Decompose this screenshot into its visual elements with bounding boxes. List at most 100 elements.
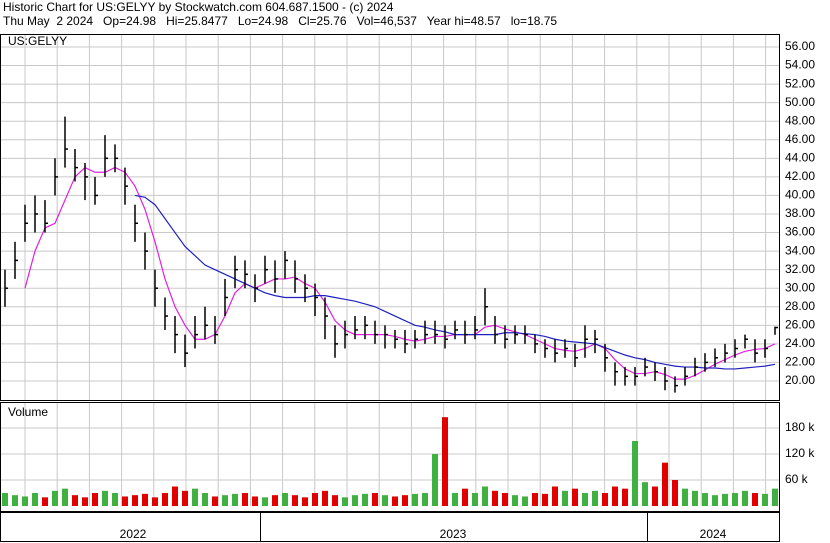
volume-bar — [52, 490, 58, 506]
volume-bar — [292, 495, 298, 506]
volume-bar — [482, 486, 488, 506]
volume-bar — [242, 493, 248, 506]
volume-bar — [232, 493, 238, 506]
volume-bar — [72, 495, 78, 506]
y-tick-label: 120 k — [785, 446, 815, 460]
volume-bar — [22, 496, 28, 506]
x-tick-label: 2024 — [700, 527, 727, 541]
volume-bar — [402, 495, 408, 506]
volume-bar — [452, 493, 458, 506]
chart-subtitle: Thu May 2 2024 Op=24.98 Hi=25.8477 Lo=24… — [3, 14, 557, 28]
y-tick-label: 56.00 — [785, 39, 815, 53]
volume-bar — [772, 488, 778, 506]
y-tick-label: 40.00 — [785, 188, 815, 202]
volume-bar — [222, 495, 228, 506]
volume-bar — [372, 493, 378, 506]
volume-bar — [362, 493, 368, 506]
volume-bar — [442, 417, 448, 506]
volume-bar — [382, 495, 388, 506]
y-tick-label: 26.00 — [785, 317, 815, 331]
volume-bar — [342, 497, 348, 506]
y-tick-label: 48.00 — [785, 113, 815, 127]
volume-bar — [722, 493, 728, 506]
y-tick-label: 180 k — [785, 420, 815, 434]
volume-bar — [162, 493, 168, 506]
volume-bar — [742, 490, 748, 506]
volume-bar — [602, 493, 608, 506]
chart-title: Historic Chart for US:GELYY by Stockwatc… — [3, 0, 394, 14]
volume-bar — [122, 496, 128, 506]
volume-bar — [132, 495, 138, 506]
volume-bar — [282, 493, 288, 506]
date-axis — [0, 512, 780, 542]
y-tick-label: 32.00 — [785, 262, 815, 276]
volume-bar — [412, 493, 418, 506]
y-tick-label: 34.00 — [785, 243, 815, 257]
volume-bar — [32, 493, 38, 506]
volume-bar — [512, 495, 518, 506]
price-panel — [0, 34, 780, 401]
y-tick-label: 52.00 — [785, 76, 815, 90]
volume-bar — [12, 495, 18, 506]
marks — [2, 116, 778, 506]
volume-bar — [582, 493, 588, 506]
volume-bar — [352, 495, 358, 506]
volume-bar — [2, 493, 8, 506]
volume-bar — [432, 454, 438, 506]
volume-bar — [622, 488, 628, 506]
volume-bar — [702, 493, 708, 506]
x-tick-label: 2022 — [120, 527, 147, 541]
x-tick-label: 2023 — [440, 527, 467, 541]
volume-bar — [92, 493, 98, 506]
y-tick-label: 20.00 — [785, 373, 815, 387]
y-tick-label: 50.00 — [785, 95, 815, 109]
volume-bar — [592, 490, 598, 506]
volume-bar — [642, 482, 648, 506]
y-tick-label: 60 k — [785, 472, 809, 486]
volume-bar — [502, 493, 508, 506]
y-tick-label: 30.00 — [785, 280, 815, 294]
volume-bar — [572, 488, 578, 506]
volume-bar — [472, 493, 478, 506]
volume-bar — [682, 488, 688, 506]
y-tick-label: 54.00 — [785, 58, 815, 72]
volume-bar — [42, 497, 48, 506]
volume-bar — [62, 488, 68, 506]
y-tick-label: 36.00 — [785, 225, 815, 239]
volume-bar — [112, 493, 118, 506]
y-tick-label: 44.00 — [785, 150, 815, 164]
volume-bar — [272, 495, 278, 506]
volume-bar — [652, 486, 658, 506]
volume-bar — [562, 490, 568, 506]
moving-average — [24, 166, 776, 380]
y-tick-label: 22.00 — [785, 355, 815, 369]
grid — [0, 34, 780, 506]
volume-bar — [172, 486, 178, 506]
volume-bar — [302, 497, 308, 506]
volume-bar — [262, 497, 268, 506]
volume-label: Volume — [8, 405, 48, 419]
volume-bar — [532, 493, 538, 506]
volume-bar — [322, 490, 328, 506]
volume-bar — [552, 486, 558, 506]
volume-bar — [762, 493, 768, 506]
y-tick-label: 38.00 — [785, 206, 815, 220]
volume-bar — [522, 496, 528, 506]
volume-bar — [82, 497, 88, 506]
volume-bar — [202, 493, 208, 506]
volume-bar — [152, 497, 158, 506]
y-tick-label: 42.00 — [785, 169, 815, 183]
volume-bar — [392, 496, 398, 506]
volume-panel — [0, 402, 780, 512]
volume-bar — [692, 490, 698, 506]
volume-bar — [612, 486, 618, 506]
y-tick-label: 46.00 — [785, 132, 815, 146]
volume-bar — [462, 488, 468, 506]
volume-bar — [252, 496, 258, 506]
volume-bar — [182, 490, 188, 506]
volume-bar — [492, 490, 498, 506]
volume-bar — [752, 493, 758, 506]
y-tick-label: 24.00 — [785, 336, 815, 350]
